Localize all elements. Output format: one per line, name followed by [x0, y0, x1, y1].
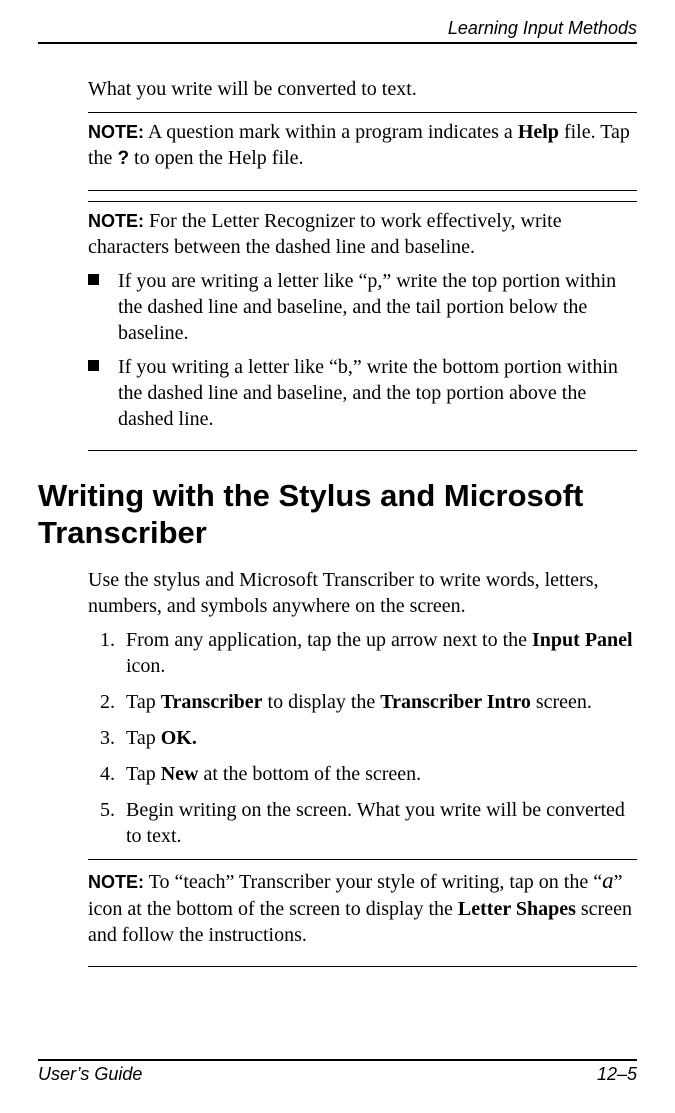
step-number: 5. — [100, 797, 115, 823]
footer-left: User’s Guide — [38, 1064, 142, 1085]
note-3-label: NOTE: — [88, 872, 144, 892]
note-block-2: NOTE: For the Letter Recognizer to work … — [88, 201, 637, 451]
step-seg-pre: Begin writing on the screen. What you wr… — [126, 799, 625, 847]
list-item: 1. From any application, tap the up arro… — [106, 627, 637, 679]
step-seg-mid: to display the — [263, 691, 381, 713]
body-content: What you write will be converted to text… — [38, 76, 637, 451]
note-1-help-word: Help — [518, 121, 559, 143]
section-heading: Writing with the Stylus and Microsoft Tr… — [38, 477, 637, 551]
step-bold: Input Panel — [532, 629, 633, 651]
note-2-label: NOTE: — [88, 211, 144, 231]
step-seg-pre: Tap — [126, 763, 161, 785]
ordered-steps: 1. From any application, tap the up arro… — [106, 627, 637, 849]
square-bullet-icon — [88, 360, 99, 371]
step-bold: Transcriber — [161, 691, 263, 713]
bottom-rule — [38, 1059, 637, 1061]
note-2-bullet-list: If you are writing a letter like “p,” wr… — [88, 268, 637, 432]
bullet-text: If you writing a letter like “b,” write … — [118, 356, 618, 430]
page-container: Learning Input Methods What you write wi… — [0, 0, 675, 1113]
note-3-seg-pre: To “teach” Transcriber your style of wri… — [144, 871, 602, 893]
step-bold-2: Transcriber Intro — [380, 691, 531, 713]
list-item: 5. Begin writing on the screen. What you… — [106, 797, 637, 849]
bullet-text: If you are writing a letter like “p,” wr… — [118, 270, 616, 344]
step-seg-pre: Tap — [126, 691, 161, 713]
top-rule — [38, 42, 637, 44]
square-bullet-icon — [88, 274, 99, 285]
note-1-seg-3: to open the Help file. — [129, 147, 303, 169]
list-item: 2. Tap Transcriber to display the Transc… — [106, 689, 637, 715]
italic-a-icon: a — [602, 868, 614, 893]
step-seg-post: icon. — [126, 655, 165, 677]
note-2-text: NOTE: For the Letter Recognizer to work … — [88, 208, 637, 260]
note-block-3: NOTE: To “teach” Transcriber your style … — [88, 859, 637, 967]
intro-paragraph: What you write will be converted to text… — [88, 76, 637, 102]
step-number: 2. — [100, 689, 115, 715]
list-item: 4. Tap New at the bottom of the screen. — [106, 761, 637, 787]
note-1-text: NOTE: A question mark within a program i… — [88, 119, 637, 172]
list-item: If you are writing a letter like “p,” wr… — [88, 268, 637, 346]
page-footer: User’s Guide 12–5 — [38, 1059, 637, 1085]
step-number: 4. — [100, 761, 115, 787]
note-3-bold: Letter Shapes — [458, 898, 576, 920]
footer-right: 12–5 — [597, 1064, 637, 1085]
step-seg-pre: From any application, tap the up arrow n… — [126, 629, 532, 651]
question-mark-icon: ? — [117, 148, 129, 169]
note-1-label: NOTE: — [88, 122, 144, 142]
list-item: 3. Tap OK. — [106, 725, 637, 751]
note-1-seg-1: A question mark within a program indicat… — [144, 121, 518, 143]
section-intro-para: Use the stylus and Microsoft Transcriber… — [88, 567, 637, 619]
note-3-text: NOTE: To “teach” Transcriber your style … — [88, 866, 637, 948]
step-number: 1. — [100, 627, 115, 653]
list-item: If you writing a letter like “b,” write … — [88, 354, 637, 432]
footer-row: User’s Guide 12–5 — [38, 1064, 637, 1085]
step-seg-pre: Tap — [126, 727, 161, 749]
step-bold: OK. — [161, 727, 197, 749]
step-seg-post: screen. — [531, 691, 592, 713]
step-bold: New — [161, 763, 199, 785]
step-number: 3. — [100, 725, 115, 751]
note-2-body: For the Letter Recognizer to work effect… — [88, 210, 562, 258]
note-block-1: NOTE: A question mark within a program i… — [88, 112, 637, 191]
step-seg-post: at the bottom of the screen. — [198, 763, 421, 785]
section-content: Use the stylus and Microsoft Transcriber… — [38, 567, 637, 967]
running-header: Learning Input Methods — [38, 18, 637, 39]
